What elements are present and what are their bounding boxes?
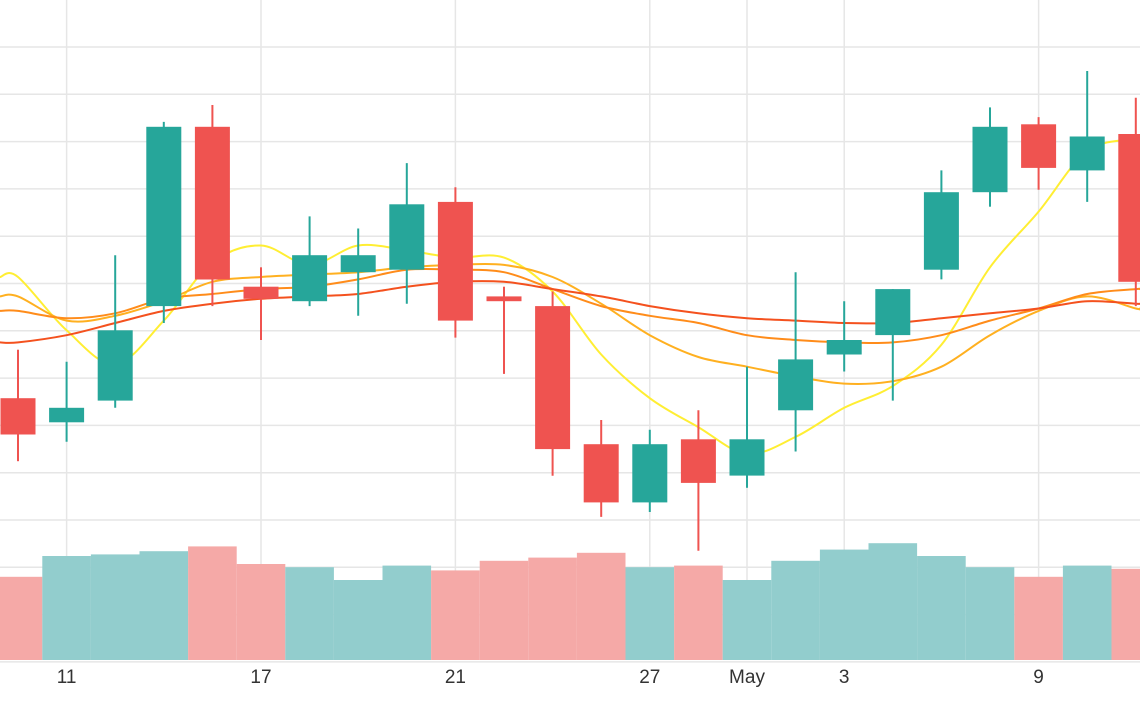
- volume-bar: [576, 552, 626, 660]
- x-axis-tick-labels: 11 17 21 27 May 3 9: [57, 667, 1044, 688]
- candle-body: [194, 126, 230, 280]
- candle: [437, 187, 473, 338]
- candle-body: [389, 204, 425, 270]
- volume-bar: [868, 543, 918, 660]
- volume-bar: [236, 564, 286, 660]
- candle-body: [826, 340, 862, 355]
- volume-bar: [382, 565, 432, 660]
- x-tick-label: 21: [445, 667, 466, 688]
- candle: [923, 170, 959, 280]
- candle-body: [583, 444, 619, 503]
- volume-bar: [1111, 568, 1140, 660]
- candle-body: [1118, 134, 1140, 282]
- volume-bar: [722, 580, 772, 660]
- volume-bar: [139, 551, 189, 660]
- x-tick-label: 3: [839, 667, 850, 688]
- candle-body: [292, 255, 328, 302]
- candle-body: [923, 192, 959, 270]
- candle: [194, 105, 230, 307]
- volume-bar: [528, 557, 577, 660]
- candle: [340, 228, 376, 316]
- volume-bar: [188, 546, 237, 660]
- candle-body: [0, 398, 36, 435]
- candle-body: [486, 296, 522, 302]
- candle: [97, 255, 133, 408]
- candle-body: [535, 306, 571, 450]
- candle-body: [972, 126, 1008, 193]
- candle: [632, 429, 668, 512]
- candle: [778, 272, 814, 452]
- volume-bar: [1062, 565, 1112, 660]
- volume-bar: [333, 580, 383, 660]
- volume-bar: [0, 576, 43, 660]
- candle: [875, 289, 911, 401]
- x-tick-label: 27: [639, 667, 660, 688]
- x-tick-label: 11: [57, 667, 77, 688]
- x-tick-label: 9: [1033, 667, 1044, 688]
- candle: [535, 291, 571, 476]
- candle: [1118, 97, 1140, 307]
- candles: [0, 71, 1140, 551]
- candle: [292, 216, 328, 307]
- candle-body: [437, 201, 473, 321]
- candle: [1021, 117, 1057, 190]
- candle: [146, 121, 182, 323]
- volume-bar: [965, 567, 1015, 660]
- candle-body: [729, 439, 765, 476]
- volume-bar: [625, 567, 675, 660]
- candle: [243, 267, 279, 340]
- volume-bar: [90, 554, 140, 660]
- volume-bars: [0, 543, 1140, 660]
- moving-average-line: [0, 280, 1140, 344]
- candle: [729, 366, 765, 488]
- candle-body: [49, 407, 85, 423]
- candle-body: [243, 286, 279, 299]
- candle: [972, 107, 1008, 207]
- volume-bar: [479, 560, 529, 660]
- candle: [49, 361, 85, 442]
- volume-bar: [819, 549, 869, 660]
- candle: [1069, 71, 1105, 202]
- volume-bar: [431, 570, 480, 660]
- candle-body: [778, 359, 814, 411]
- candle-body: [340, 255, 376, 273]
- candle-body: [875, 289, 911, 336]
- volume-bar: [285, 567, 334, 660]
- volume-bar: [771, 560, 820, 660]
- candle-body: [146, 126, 182, 307]
- volume-bar: [917, 556, 966, 660]
- candle-body: [1021, 124, 1057, 168]
- volume-bar: [1014, 576, 1063, 660]
- candle: [680, 410, 716, 551]
- candle-body: [97, 330, 133, 401]
- volume-bar: [42, 556, 91, 660]
- volume-bar: [674, 565, 723, 660]
- x-tick-label: May: [729, 667, 765, 688]
- candle: [486, 286, 522, 374]
- candle: [389, 163, 425, 304]
- candle: [583, 420, 619, 517]
- candle: [826, 301, 862, 372]
- candle-body: [1069, 136, 1105, 171]
- candle-body: [632, 444, 668, 503]
- x-tick-label: 17: [250, 667, 271, 688]
- candle: [0, 349, 36, 462]
- candle-body: [680, 439, 716, 483]
